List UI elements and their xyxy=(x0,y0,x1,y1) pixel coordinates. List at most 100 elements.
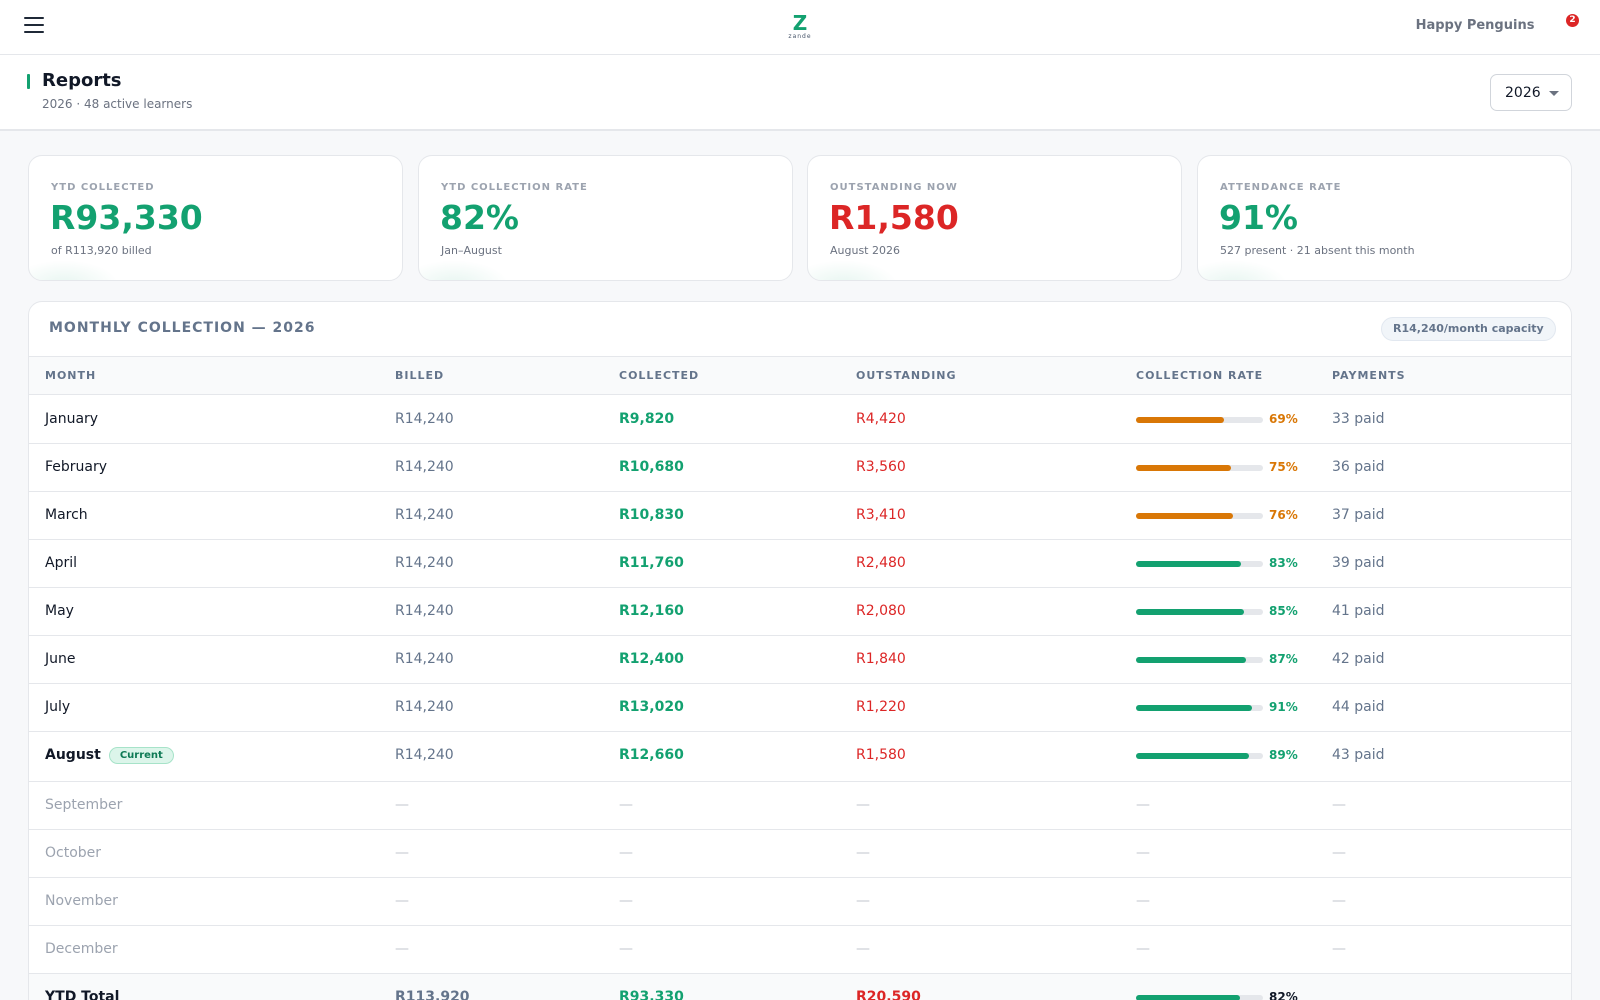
payments-cell: — xyxy=(1332,941,1346,957)
school-name[interactable]: Happy Penguins xyxy=(1415,18,1535,33)
outstanding-cell: R1,220 xyxy=(856,699,906,715)
month-name: August xyxy=(45,747,101,763)
rate-value: 76% xyxy=(1269,508,1298,522)
stat-value: R93,330 xyxy=(50,198,203,237)
table-row[interactable]: March R14,240 R10,830 R3,410 76% 37 paid xyxy=(29,492,1571,540)
outstanding-cell: — xyxy=(856,941,870,957)
billed-cell: — xyxy=(395,797,409,813)
payments-cell: 37 paid xyxy=(1332,507,1385,523)
stat-label: YTD COLLECTED xyxy=(51,182,155,193)
month-cell: October xyxy=(45,845,101,861)
month-cell: November xyxy=(45,893,118,909)
month-cell: February xyxy=(45,459,107,475)
logo[interactable]: Z zande xyxy=(776,13,824,40)
table-row[interactable]: February R14,240 R10,680 R3,560 75% 36 paid xyxy=(29,444,1571,492)
notification-badge[interactable]: 2 xyxy=(1566,14,1579,27)
stat-card: YTD COLLECTION RATE 82% Jan–August xyxy=(418,155,793,281)
rate-bar xyxy=(1136,753,1263,759)
table-row[interactable]: November — — — — — xyxy=(29,878,1571,926)
payments-cell: 41 paid xyxy=(1332,603,1385,619)
table-row[interactable]: May R14,240 R12,160 R2,080 85% 41 paid xyxy=(29,588,1571,636)
total-outstanding: R20,590 xyxy=(856,989,921,1000)
column-header-collected[interactable]: COLLECTED xyxy=(619,369,700,382)
outstanding-cell: R3,410 xyxy=(856,507,906,523)
table-row[interactable]: June R14,240 R12,400 R1,840 87% 42 paid xyxy=(29,636,1571,684)
billed-cell: R14,240 xyxy=(395,555,454,571)
collected-cell: R12,160 xyxy=(619,603,684,619)
rate-value: 69% xyxy=(1269,412,1298,426)
month-name: October xyxy=(45,845,102,861)
collected-cell: R9,820 xyxy=(619,411,675,427)
total-collected: R93,330 xyxy=(619,989,684,1000)
month-cell: December xyxy=(45,941,118,957)
month-cell: May xyxy=(45,603,74,619)
month-name: January xyxy=(45,411,99,427)
collected-cell: R10,830 xyxy=(619,507,684,523)
rate-bar xyxy=(1136,561,1263,567)
rate-cell: — xyxy=(1136,797,1150,813)
stat-caption: 527 present · 21 absent this month xyxy=(1220,244,1415,257)
title-accent xyxy=(27,74,30,89)
rate-bar xyxy=(1136,513,1263,519)
rate-bar-fill xyxy=(1136,657,1247,663)
column-header-outstanding[interactable]: OUTSTANDING xyxy=(856,369,957,382)
column-header-payments[interactable]: PAYMENTS xyxy=(1332,369,1406,382)
column-header-billed[interactable]: BILLED xyxy=(395,369,445,382)
stat-value: 91% xyxy=(1219,198,1298,237)
stat-label: OUTSTANDING NOW xyxy=(830,182,958,193)
billed-cell: — xyxy=(395,893,409,909)
total-rate-bar-fill xyxy=(1136,995,1241,1000)
table-row[interactable]: August Current R14,240 R12,660 R1,580 89% 43 p… xyxy=(29,732,1571,782)
month-cell: September xyxy=(45,797,122,813)
table-row[interactable]: September — — — — — xyxy=(29,782,1571,830)
payments-cell: 43 paid xyxy=(1332,747,1385,763)
table-row[interactable]: July R14,240 R13,020 R1,220 91% 44 paid xyxy=(29,684,1571,732)
rate-bar-fill xyxy=(1136,609,1244,615)
menu-icon[interactable] xyxy=(24,17,44,35)
payments-cell: — xyxy=(1332,797,1346,813)
page-header: Reports 2026 · 48 active learners 2026 xyxy=(0,55,1600,131)
month-name: March xyxy=(45,507,88,523)
rate-bar xyxy=(1136,705,1263,711)
year-select[interactable]: 2026 xyxy=(1490,74,1572,111)
current-badge: Current xyxy=(108,747,174,764)
rate-bar-fill xyxy=(1136,753,1250,759)
rate-value: 89% xyxy=(1269,748,1298,762)
column-header-month[interactable]: MONTH xyxy=(45,369,97,382)
table-row[interactable]: December — — — — — xyxy=(29,926,1571,974)
rate-bar-fill xyxy=(1136,417,1224,423)
payments-cell: — xyxy=(1332,893,1346,909)
chevron-down-icon xyxy=(1549,91,1559,96)
payments-cell: 39 paid xyxy=(1332,555,1385,571)
outstanding-cell: — xyxy=(856,893,870,909)
collected-cell: — xyxy=(619,845,633,861)
outstanding-cell: — xyxy=(856,797,870,813)
rate-bar-fill xyxy=(1136,705,1252,711)
logo-text: zande xyxy=(788,33,812,40)
rate-bar xyxy=(1136,417,1263,423)
stat-caption: August 2026 xyxy=(830,244,900,257)
rate-cell: — xyxy=(1136,845,1150,861)
rate-value: 83% xyxy=(1269,556,1298,570)
rate-value: 87% xyxy=(1269,652,1298,666)
rate-bar-fill xyxy=(1136,465,1232,471)
panel-title: MONTHLY COLLECTION — 2026 xyxy=(49,320,316,336)
total-rate-bar xyxy=(1136,995,1263,1000)
table-row[interactable]: October — — — — — xyxy=(29,830,1571,878)
month-name: November xyxy=(45,893,118,909)
table-row[interactable]: April R14,240 R11,760 R2,480 83% 39 paid xyxy=(29,540,1571,588)
table-row[interactable]: January R14,240 R9,820 R4,420 69% 33 paid xyxy=(29,396,1571,444)
total-row: YTD Total R113,920 R93,330 R20,590 82% xyxy=(29,974,1571,1000)
column-header-collection-rate[interactable]: COLLECTION RATE xyxy=(1136,369,1264,382)
billed-cell: R14,240 xyxy=(395,603,454,619)
month-name: December xyxy=(45,941,118,957)
collected-cell: — xyxy=(619,941,633,957)
table-header: MONTH BILLED COLLECTED OUTSTANDING COLLE… xyxy=(29,356,1571,395)
payments-cell: 44 paid xyxy=(1332,699,1385,715)
stat-caption: Jan–August xyxy=(441,244,502,257)
billed-cell: R14,240 xyxy=(395,747,454,763)
month-name: February xyxy=(45,459,108,475)
billed-cell: R14,240 xyxy=(395,411,454,427)
payments-cell: — xyxy=(1332,845,1346,861)
rate-bar-fill xyxy=(1136,561,1242,567)
